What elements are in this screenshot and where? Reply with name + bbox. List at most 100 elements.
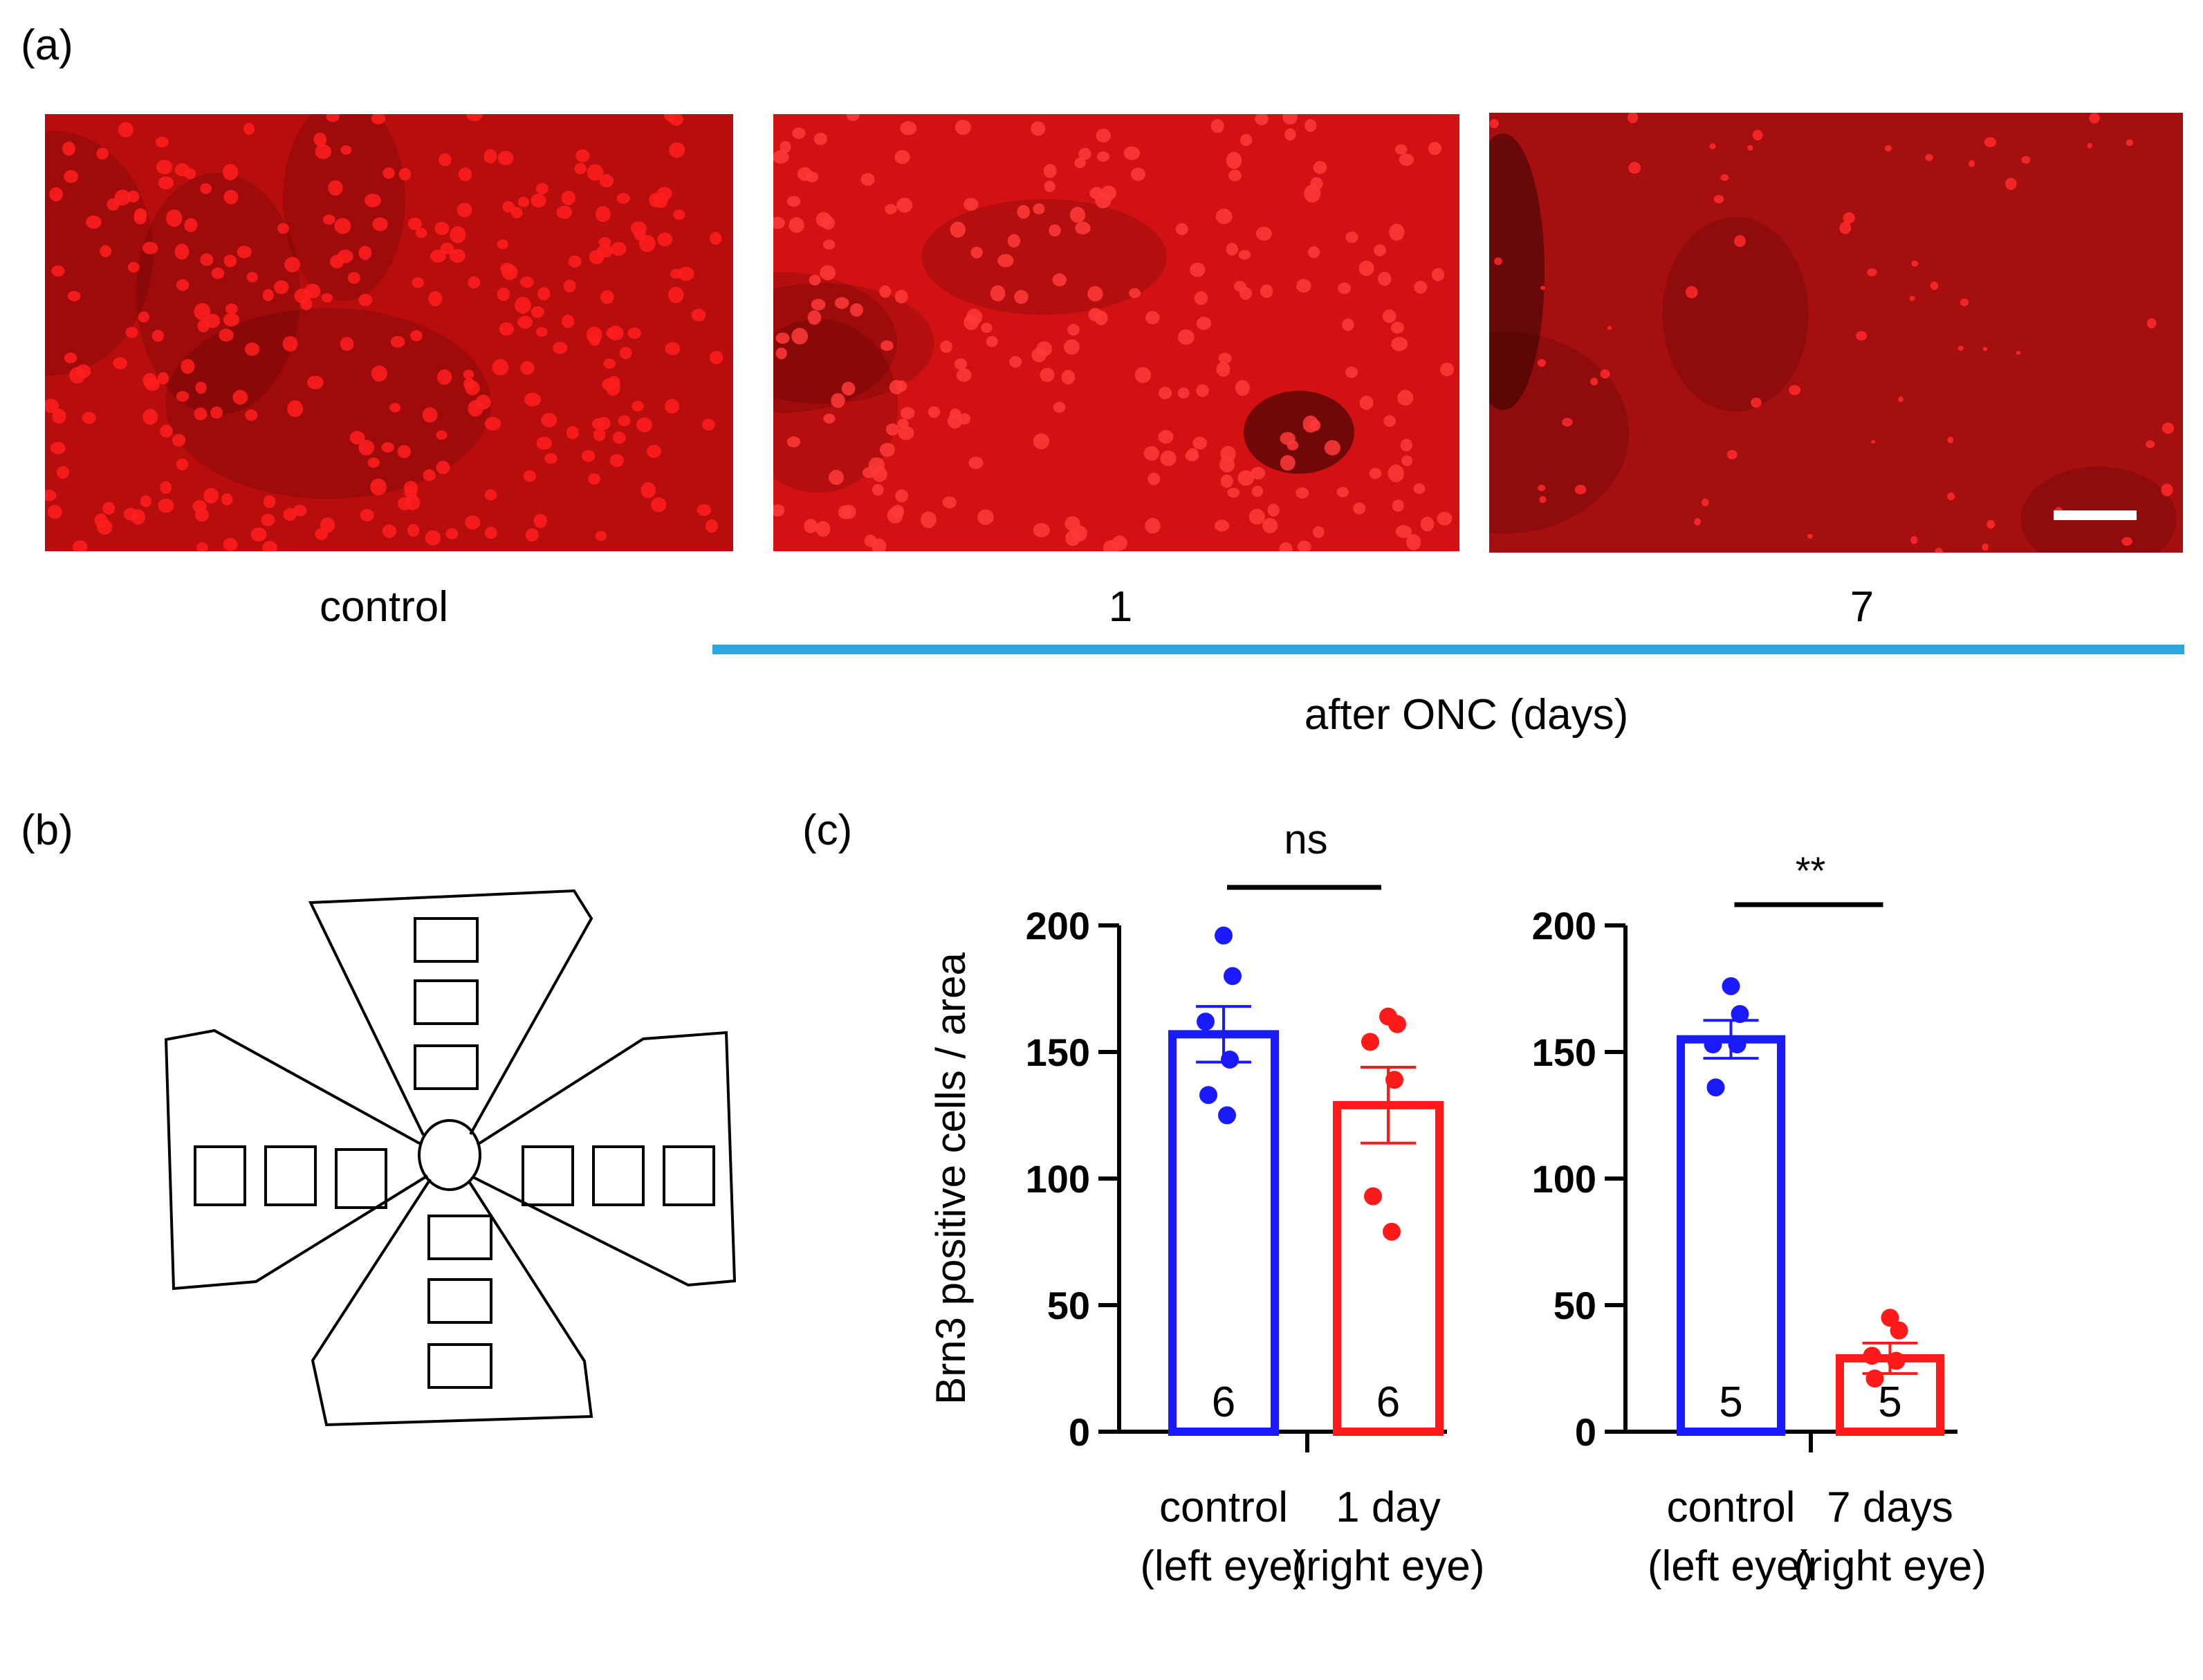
cell: [627, 327, 641, 339]
cell: [950, 221, 966, 238]
cell: [372, 217, 388, 232]
cell: [425, 530, 441, 546]
cell: [211, 267, 225, 279]
cell: [1538, 484, 1546, 492]
cell: [970, 246, 983, 259]
cell: [1984, 137, 1997, 147]
cell: [52, 409, 66, 424]
cell: [2146, 440, 2155, 448]
cell: [1069, 207, 1086, 223]
retina-flatmount-diagram: [164, 889, 737, 1427]
dark-region: [1489, 133, 1545, 410]
cell: [598, 237, 611, 248]
cell: [2089, 113, 2100, 124]
cell: [1296, 487, 1309, 499]
cell: [1437, 511, 1453, 526]
cell: [1947, 436, 1954, 443]
cell: [1177, 329, 1195, 345]
cell: [293, 504, 307, 517]
cell: [1374, 244, 1387, 257]
cell: [1234, 280, 1246, 292]
cell: [657, 232, 673, 246]
cell: [125, 326, 138, 338]
cell: [1134, 367, 1152, 383]
cell: [174, 163, 190, 177]
cell: [1255, 226, 1272, 241]
cell: [838, 505, 852, 519]
dark-region: [283, 114, 406, 301]
cell: [535, 326, 548, 337]
cell: [517, 315, 533, 329]
cell: [457, 203, 472, 218]
cell: [544, 453, 557, 464]
cell: [673, 210, 685, 220]
cell: [365, 193, 381, 207]
cell: [2161, 483, 2173, 497]
cell: [651, 497, 667, 513]
n-label: 6: [1376, 1378, 1400, 1426]
y-tick-label: 0: [1575, 1410, 1596, 1454]
cell: [595, 530, 607, 542]
y-tick-label: 0: [1069, 1410, 1090, 1454]
cell: [205, 313, 221, 329]
cell: [358, 439, 375, 456]
cell: [1982, 543, 1989, 551]
cell: [390, 335, 405, 348]
cell: [1685, 286, 1698, 299]
cell: [142, 409, 158, 425]
n-label: 5: [1878, 1378, 1901, 1426]
cell: [1590, 378, 1598, 386]
cell: [1947, 492, 1955, 501]
cell: [1338, 282, 1352, 295]
cell: [616, 193, 630, 204]
cell: [158, 176, 174, 190]
micrograph-day-7: [1489, 113, 2183, 553]
cell: [1237, 470, 1255, 486]
cell: [997, 254, 1014, 268]
cell: [1097, 151, 1110, 162]
cell: [566, 426, 579, 440]
cell: [176, 279, 190, 291]
cell: [706, 519, 719, 533]
cell: [809, 275, 821, 286]
cell: [1064, 516, 1080, 531]
cell: [2005, 177, 2017, 190]
cell: [524, 392, 542, 407]
cell: [1982, 347, 1988, 351]
micrograph-background: [773, 114, 1459, 551]
cell: [315, 144, 331, 160]
cell: [210, 406, 223, 419]
category-label: control: [1159, 1484, 1288, 1531]
cell: [282, 335, 298, 352]
cell: [667, 286, 684, 304]
cell: [599, 174, 614, 187]
cell: [1359, 395, 1374, 410]
cell: [1145, 517, 1161, 534]
cell: [237, 246, 252, 259]
cell: [520, 361, 535, 375]
cell: [244, 342, 260, 356]
cell: [1702, 498, 1709, 507]
data-point: [1887, 1351, 1906, 1370]
cell: [589, 250, 605, 264]
cell: [595, 205, 611, 223]
cell: [219, 329, 234, 342]
cell: [484, 526, 497, 539]
cell: [151, 329, 165, 342]
cell: [287, 400, 304, 418]
n-label: 6: [1212, 1378, 1235, 1426]
cell: [894, 289, 908, 304]
caption-control: control: [319, 583, 449, 631]
category-label: control: [1666, 1484, 1795, 1531]
cell: [398, 167, 412, 181]
cell: [382, 167, 395, 179]
cell: [1439, 362, 1455, 377]
cell: [484, 489, 497, 501]
cell: [200, 253, 214, 266]
cell: [221, 493, 233, 506]
cell: [773, 216, 785, 230]
cell: [1158, 387, 1172, 400]
cell: [1925, 154, 1933, 161]
cell: [1389, 223, 1405, 241]
cell: [194, 407, 208, 421]
